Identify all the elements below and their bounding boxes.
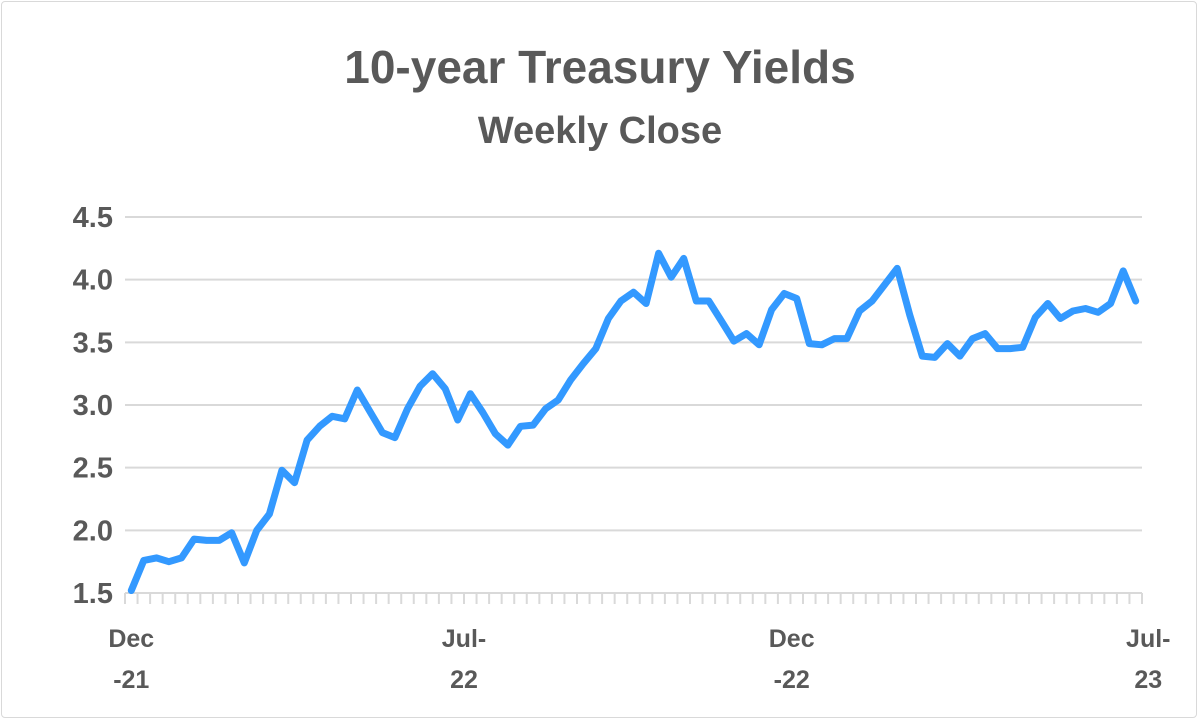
chart-title: 10-year Treasury Yields	[344, 41, 856, 93]
y-tick-label: 4.0	[73, 265, 113, 297]
x-tick-label: -22	[774, 666, 810, 694]
y-tick-label: 1.5	[73, 578, 113, 610]
x-tick-label: Dec	[769, 625, 815, 653]
chart-subtitle: Weekly Close	[477, 110, 723, 152]
x-tick-label: Dec	[108, 625, 154, 653]
x-tick-label: 23	[1134, 666, 1162, 694]
x-tick-label: -21	[113, 666, 149, 694]
x-tick-label: Jul-	[442, 625, 486, 653]
y-tick-label: 4.5	[73, 202, 113, 234]
y-tick-label: 3.0	[73, 390, 113, 422]
x-tick-label: 22	[450, 666, 478, 694]
y-tick-label: 2.5	[73, 453, 113, 485]
y-tick-label: 2.0	[73, 515, 113, 547]
y-tick-label: 3.5	[73, 327, 113, 359]
series-line	[127, 249, 1140, 594]
x-tick-label: Jul-	[1126, 625, 1170, 653]
